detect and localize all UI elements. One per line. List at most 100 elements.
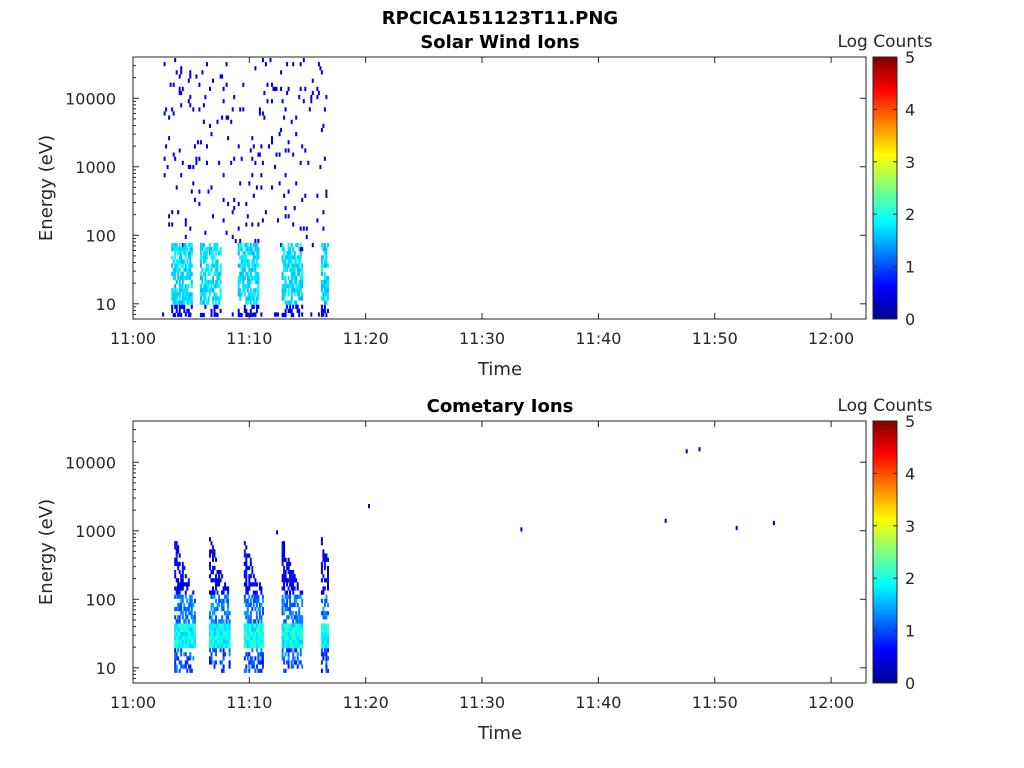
heatmap-cell	[287, 660, 290, 665]
heatmap-cell	[199, 312, 202, 318]
heatmap-cell	[327, 243, 329, 248]
heatmap-cell	[255, 590, 258, 595]
heatmap-cell	[183, 652, 186, 657]
heatmap-cell	[249, 561, 252, 566]
heatmap-cell	[251, 565, 254, 571]
heatmap-cell	[322, 280, 325, 285]
heatmap-cell	[216, 304, 219, 309]
heatmap-cell	[175, 247, 178, 252]
heatmap-cell	[320, 668, 323, 673]
heatmap-cell	[177, 578, 180, 583]
heatmap-cell	[281, 99, 284, 104]
heatmap-cell	[323, 623, 326, 628]
heatmap-cell	[190, 598, 193, 603]
heatmap-cell	[251, 156, 254, 161]
heatmap-cell	[187, 78, 190, 83]
heatmap-cell	[320, 255, 323, 260]
heatmap-cell	[685, 449, 688, 454]
heatmap-cell	[201, 280, 204, 285]
heatmap-cell	[271, 82, 273, 87]
heatmap-cell	[242, 263, 245, 268]
heatmap-cell	[287, 214, 290, 219]
heatmap-cell	[209, 590, 211, 595]
heatmap-cell	[215, 648, 217, 653]
heatmap-cell	[177, 259, 180, 264]
heatmap-cell	[187, 296, 190, 301]
heatmap-cell	[287, 623, 290, 628]
heatmap-cell	[301, 275, 304, 281]
heatmap-cell	[323, 631, 326, 636]
heatmap-cell	[237, 201, 240, 207]
heatmap-cell	[261, 631, 264, 636]
heatmap-cell	[246, 635, 249, 640]
heatmap-cell	[177, 545, 180, 550]
heatmap-cell	[180, 103, 183, 108]
heatmap-cell	[175, 656, 178, 661]
heatmap-cell	[222, 602, 225, 608]
heatmap-cell	[283, 251, 286, 256]
heatmap-cell	[284, 308, 287, 313]
heatmap-cell	[295, 644, 298, 649]
heatmap-cell	[287, 664, 290, 669]
heatmap-cell	[287, 615, 290, 620]
heatmap-cell	[213, 565, 216, 571]
heatmap-cell	[209, 635, 211, 640]
heatmap-cell	[254, 255, 257, 260]
heatmap-cell	[199, 255, 202, 260]
heatmap-cell	[323, 304, 326, 309]
heatmap-cell	[255, 280, 258, 285]
heatmap-cell	[323, 627, 326, 632]
heatmap-cell	[254, 238, 257, 244]
heatmap-cell	[296, 631, 299, 636]
heatmap-cell	[287, 247, 290, 252]
heatmap-cell	[320, 541, 323, 546]
heatmap-cell	[284, 623, 287, 628]
heatmap-cell	[177, 271, 180, 276]
heatmap-cell	[254, 263, 257, 268]
heatmap-cell	[327, 611, 329, 616]
heatmap-cell	[248, 263, 251, 268]
heatmap-cell	[281, 259, 284, 264]
heatmap-cell	[245, 247, 248, 252]
heatmap-cell	[286, 598, 289, 603]
heatmap-cell	[322, 247, 325, 252]
heatmap-cell	[257, 660, 260, 665]
heatmap-cell	[260, 660, 263, 665]
heatmap-cell	[239, 296, 242, 301]
heatmap-cell	[257, 292, 260, 297]
heatmap-cell	[180, 586, 183, 591]
heatmap-cell	[289, 635, 292, 640]
heatmap-cell	[281, 598, 284, 603]
heatmap-cell	[290, 267, 293, 272]
heatmap-cell	[322, 644, 325, 649]
heatmap-cell	[301, 292, 304, 297]
heatmap-cell	[210, 602, 213, 608]
heatmap-cell	[186, 615, 189, 620]
heatmap-cell	[215, 598, 217, 603]
heatmap-cell	[215, 263, 217, 268]
heatmap-cell	[255, 300, 258, 305]
heatmap-cell	[225, 639, 228, 645]
heatmap-cell	[190, 292, 193, 297]
heatmap-cell	[248, 284, 251, 289]
heatmap-cell	[189, 259, 192, 264]
heatmap-cell	[243, 288, 246, 293]
heatmap-cell	[178, 304, 181, 309]
heatmap-cell	[286, 561, 289, 566]
heatmap-cell	[292, 652, 295, 657]
heatmap-cell	[178, 627, 181, 632]
heatmap-cell	[283, 553, 286, 558]
heatmap-cell	[221, 623, 224, 628]
heatmap-cell	[181, 288, 184, 293]
heatmap-cell	[215, 557, 217, 562]
heatmap-cell	[295, 623, 298, 628]
heatmap-cell	[175, 594, 178, 599]
heatmap-cell	[281, 553, 284, 558]
heatmap-cell	[178, 582, 181, 587]
heatmap-cell	[322, 623, 325, 628]
heatmap-cell	[299, 259, 302, 264]
heatmap-cell	[199, 300, 202, 305]
heatmap-cell	[251, 635, 254, 640]
heatmap-cell	[245, 255, 248, 260]
heatmap-cell	[190, 623, 193, 628]
